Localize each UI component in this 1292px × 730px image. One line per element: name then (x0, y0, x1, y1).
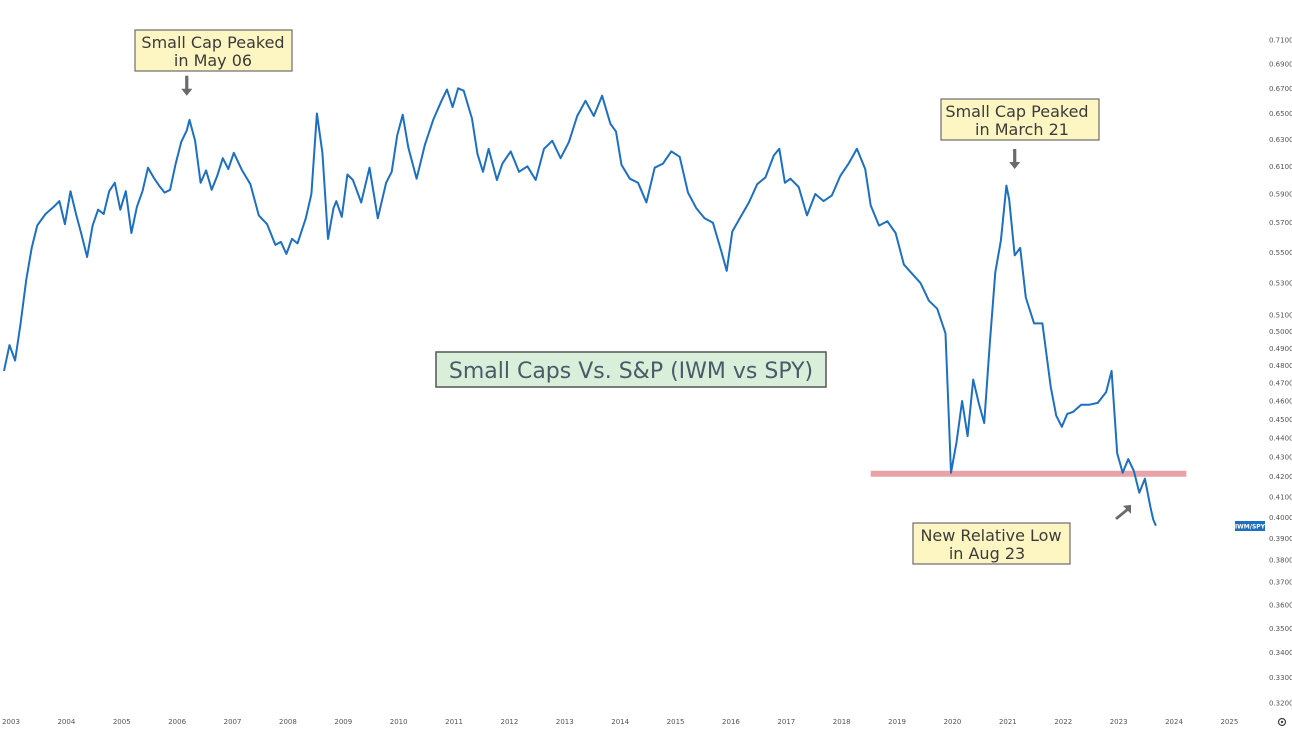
y-tick-label: 0.6700 (1269, 85, 1292, 93)
y-tick-label: 0.6900 (1269, 60, 1292, 68)
y-tick-label: 0.4600 (1269, 398, 1292, 406)
y-tick-label: 0.5700 (1269, 219, 1292, 227)
x-tick-label: 2021 (999, 718, 1017, 726)
chart-title: Small Caps Vs. S&P (IWM vs SPY) (449, 359, 813, 384)
arrow-up-right-icon (1115, 504, 1132, 520)
x-tick-label: 2009 (334, 718, 352, 726)
y-axis: 0.7100 0.6900 0.6700 0.6500 0.6300 0.6100 0.59… (1269, 37, 1292, 708)
annotation-peak-2021-line1: Small Cap Peaked (945, 102, 1088, 121)
x-tick-label: 2006 (168, 718, 186, 726)
y-tick-label: 0.3500 (1269, 625, 1292, 633)
x-tick-label: 2003 (2, 718, 20, 726)
annotation-peak-2021-line2: in March 21 (975, 120, 1069, 139)
y-tick-label: 0.6100 (1269, 163, 1292, 171)
x-axis: 2003 2004 2005 2006 2007 2008 2009 2010 2011 2012… (2, 718, 1238, 726)
support-line (870, 470, 1187, 477)
y-tick-label: 0.4400 (1269, 435, 1292, 443)
x-tick-label: 2017 (777, 718, 795, 726)
y-tick-label: 0.4100 (1269, 493, 1292, 501)
x-tick-label: 2015 (667, 718, 685, 726)
annotation-low-2023-line1: New Relative Low (920, 526, 1061, 545)
gear-icon[interactable] (1277, 717, 1287, 727)
y-tick-label: 0.3900 (1269, 535, 1292, 543)
last-value-tag-label: IWM/SPY (1235, 524, 1266, 531)
y-tick-label: 0.7100 (1269, 37, 1292, 45)
annotation-peak-2021: Small Cap Peaked in March 21 (940, 98, 1100, 141)
x-tick-label: 2004 (57, 718, 75, 726)
y-tick-label: 0.5900 (1269, 191, 1292, 199)
annotation-low-2023: New Relative Low in Aug 23 (912, 522, 1071, 565)
x-tick-label: 2022 (1054, 718, 1072, 726)
y-tick-label: 0.5100 (1269, 312, 1292, 320)
x-tick-label: 2020 (944, 718, 962, 726)
series-line-iwm-spy (3, 87, 1157, 527)
annotation-peak-2006: Small Cap Peaked in May 06 (134, 29, 293, 72)
y-tick-label: 0.3800 (1269, 556, 1292, 564)
x-tick-label: 2014 (611, 718, 629, 726)
y-tick-label: 0.4800 (1269, 362, 1292, 370)
y-tick-label: 0.3400 (1269, 649, 1292, 657)
x-tick-label: 2008 (279, 718, 297, 726)
y-tick-label: 0.4500 (1269, 416, 1292, 424)
annotation-peak-2006-line2: in May 06 (174, 51, 252, 70)
x-tick-label: 2023 (1110, 718, 1128, 726)
annotation-low-2023-line2: in Aug 23 (949, 544, 1025, 563)
last-value-tag: IWM/SPY (1235, 521, 1266, 531)
x-tick-label: 2005 (113, 718, 131, 726)
y-tick-label: 0.4700 (1269, 380, 1292, 388)
y-tick-label: 0.5500 (1269, 249, 1292, 257)
arrow-down-icon (1009, 149, 1021, 170)
arrow-down-icon (181, 75, 193, 96)
x-tick-label: 2012 (501, 718, 519, 726)
x-tick-label: 2007 (224, 718, 242, 726)
y-tick-label: 0.6300 (1269, 136, 1292, 144)
x-tick-label: 2010 (390, 718, 408, 726)
y-tick-label: 0.4900 (1269, 345, 1292, 353)
x-tick-label: 2024 (1165, 718, 1183, 726)
y-tick-label: 0.6500 (1269, 110, 1292, 118)
x-tick-label: 2016 (722, 718, 740, 726)
y-tick-label: 0.4000 (1269, 514, 1292, 522)
y-tick-label: 0.3600 (1269, 601, 1292, 609)
chart-title-box: Small Caps Vs. S&P (IWM vs SPY) (435, 351, 827, 388)
x-tick-label: 2013 (556, 718, 574, 726)
y-tick-label: 0.4300 (1269, 454, 1292, 462)
y-tick-label: 0.5000 (1269, 328, 1292, 336)
x-tick-label: 2025 (1220, 718, 1238, 726)
y-tick-label: 0.4200 (1269, 473, 1292, 481)
x-tick-label: 2011 (445, 718, 463, 726)
annotation-peak-2006-line1: Small Cap Peaked (141, 33, 284, 52)
y-tick-label: 0.3300 (1269, 674, 1292, 682)
x-tick-label: 2018 (833, 718, 851, 726)
y-tick-label: 0.5300 (1269, 280, 1292, 288)
y-tick-label: 0.3200 (1269, 699, 1292, 707)
x-tick-label: 2019 (888, 718, 906, 726)
y-tick-label: 0.3700 (1269, 579, 1292, 587)
